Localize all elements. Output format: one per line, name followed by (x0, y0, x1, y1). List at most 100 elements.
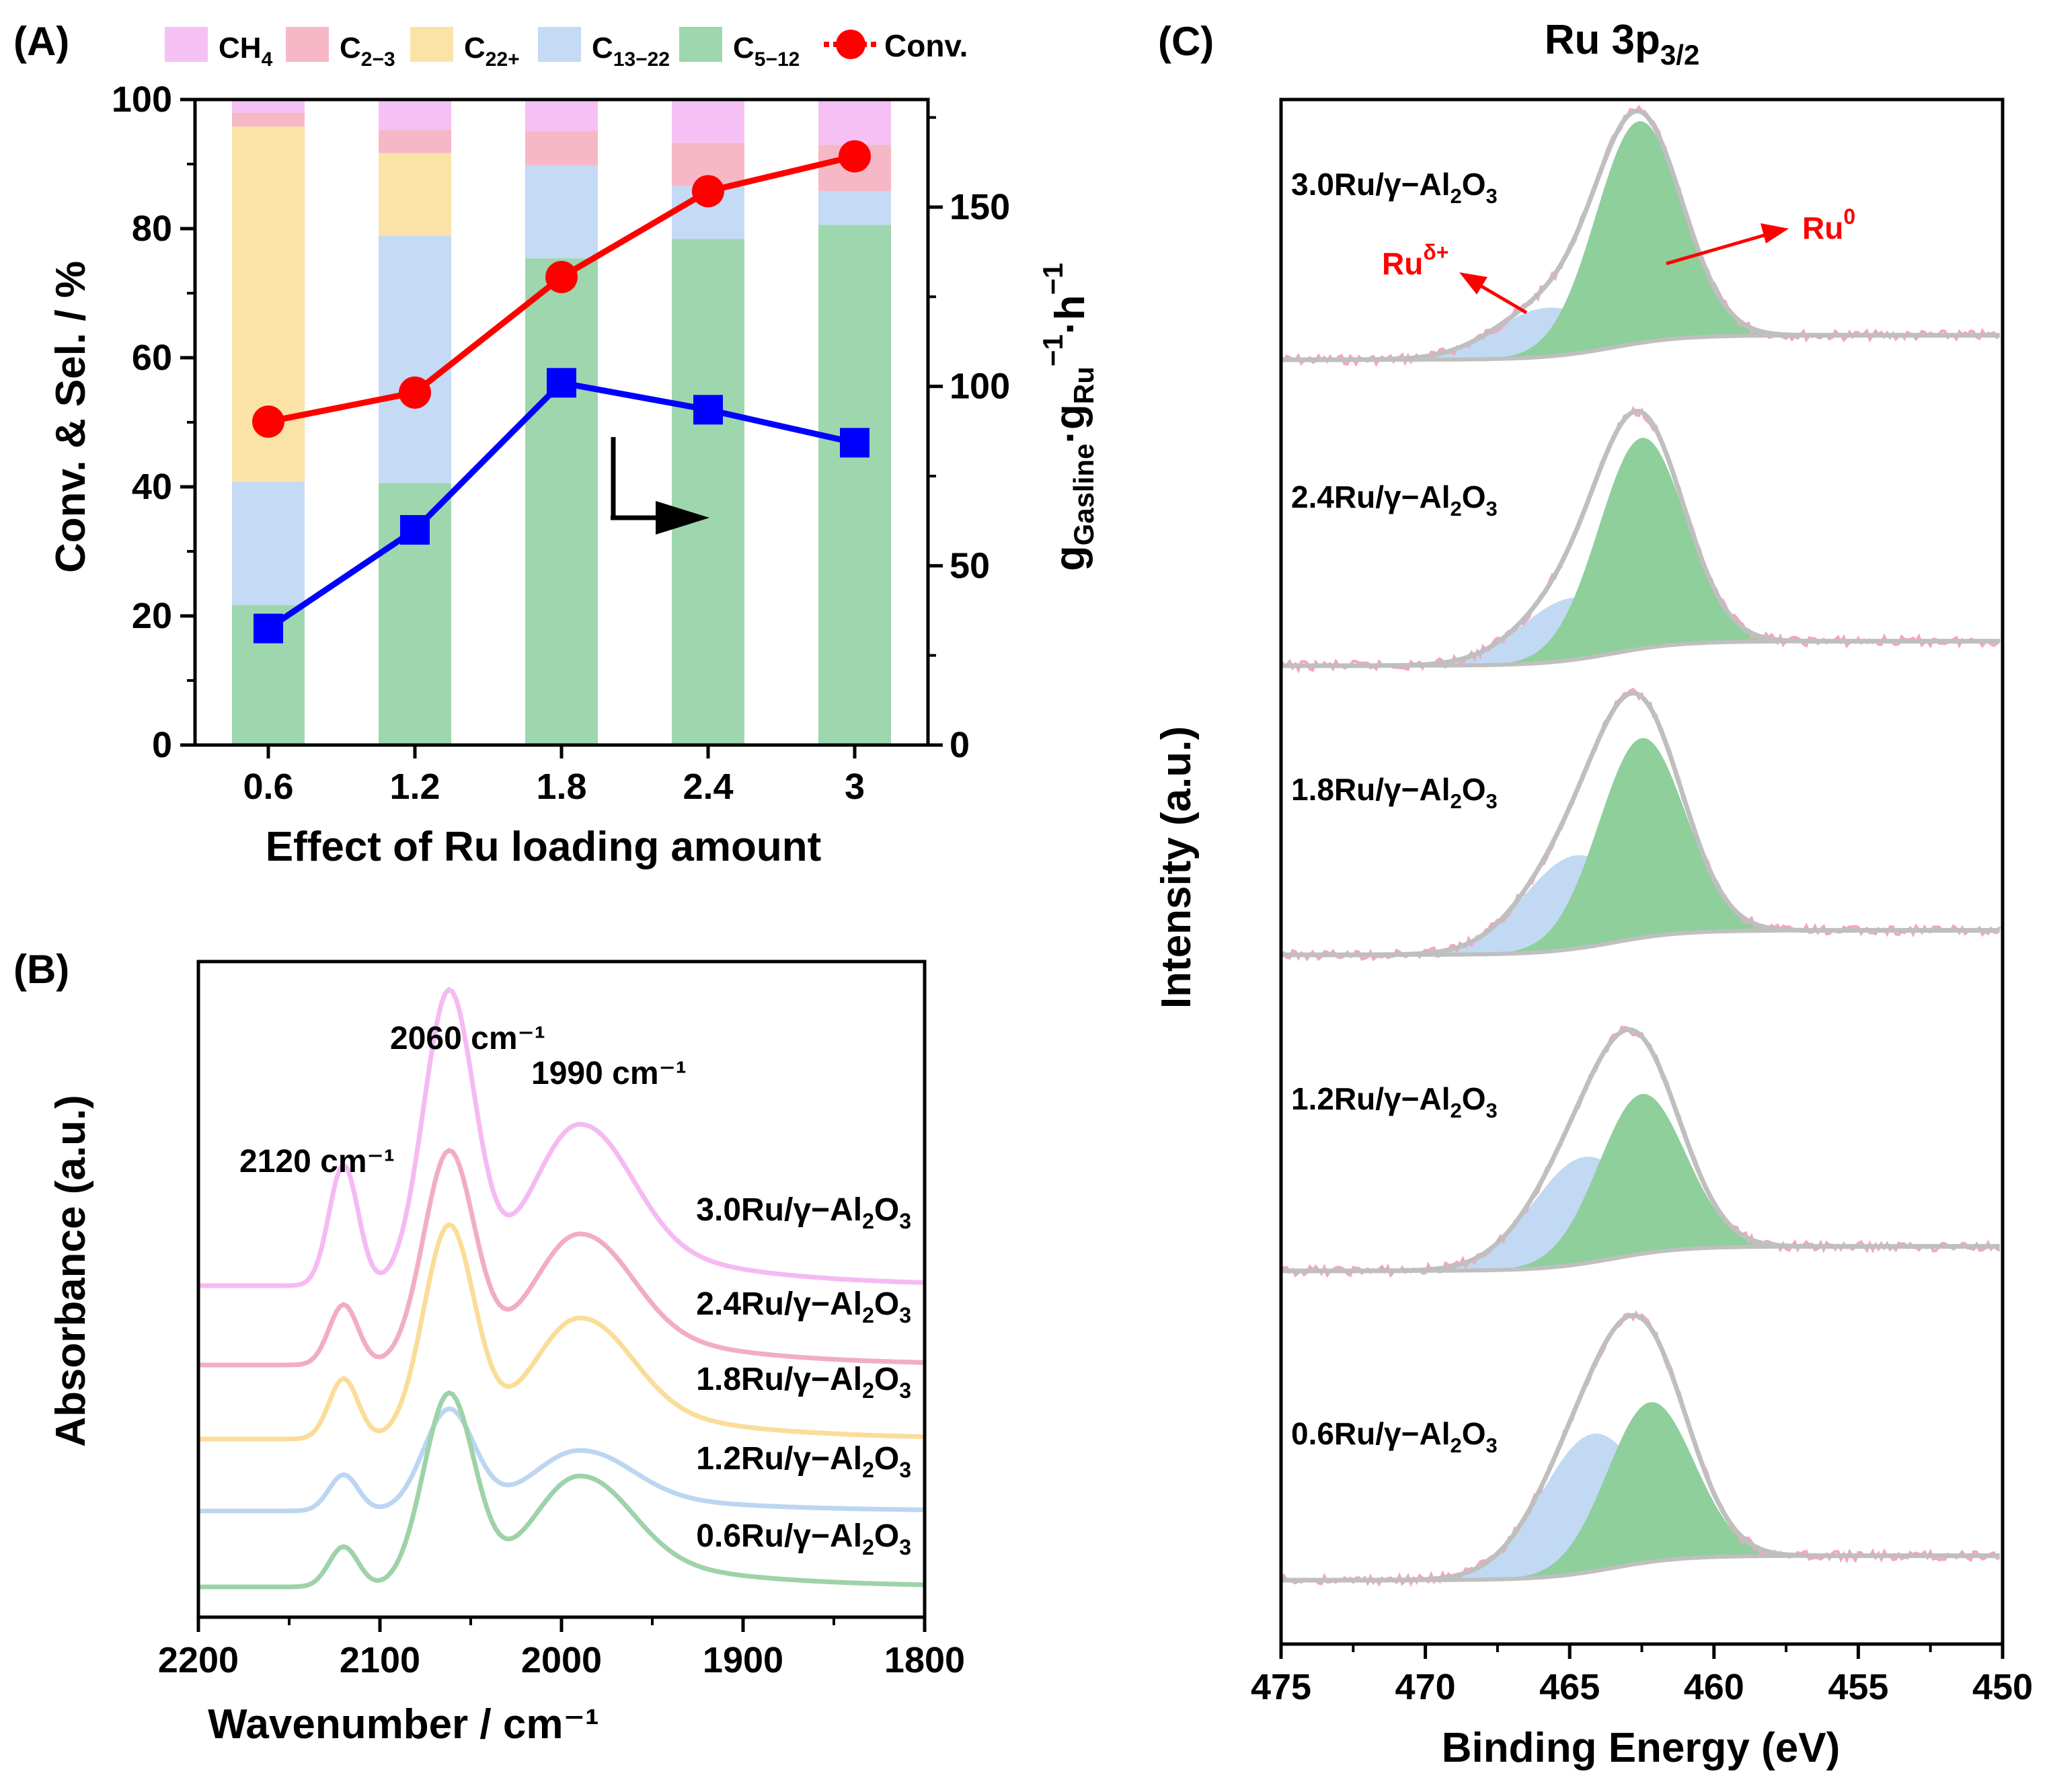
x-tick-label: 1900 (703, 1640, 783, 1680)
legend-label-C5: C5−12 (733, 32, 800, 71)
gasoline-yield-point (400, 515, 430, 545)
x-tick-label: 460 (1684, 1667, 1744, 1707)
gasoline-yield-point (693, 395, 723, 425)
xps-series-label-1: 2.4Ru/γ−Al2O3 (1291, 479, 1498, 520)
label-main: 1.2Ru/γ−Al (1291, 1081, 1451, 1116)
legend-label-sub: 5−12 (755, 48, 800, 71)
x-tick-label: 2200 (158, 1640, 239, 1680)
panel-a-lines (252, 140, 871, 644)
gasoline-yield-point (840, 428, 869, 458)
x-tick-label: 475 (1251, 1667, 1311, 1707)
x-tick-label: 0.6 (243, 767, 293, 807)
xps-background-3 (1281, 1244, 2000, 1273)
label-sub: 2 (1451, 1434, 1462, 1457)
panel-c-curves (1280, 104, 2001, 1588)
ir-series-label-2: 1.8Ru/γ−Al2O3 (696, 1362, 911, 1403)
label-mid: O (1462, 479, 1486, 514)
y2-tick-label: 150 (950, 187, 1010, 227)
peak-label-2120: 2120 cm⁻¹ (239, 1144, 395, 1179)
ru-zero-annotation: Ru0 (1666, 204, 1855, 266)
conversion-point (545, 261, 578, 293)
gasoline-yield-point (254, 613, 283, 644)
y2-tick-label: 100 (950, 366, 1010, 407)
xps-series-label-0: 3.0Ru/γ−Al2O3 (1291, 167, 1498, 208)
ru-zero-label: Ru0 (1802, 204, 1855, 245)
label-main: 1.8Ru/γ−Al (696, 1362, 862, 1397)
bar-CH4-0.6 (232, 100, 305, 113)
ru-delta-annotation: Ruδ+ (1382, 240, 1528, 315)
x-tick-label: 1.8 (536, 767, 586, 807)
ir-series-label-3: 1.2Ru/γ−Al2O3 (696, 1441, 911, 1482)
ru0-fit-3 (1281, 1093, 2000, 1271)
panel-c-axes: 475 470 465 460 455 450 (1251, 98, 2033, 1707)
xps-series-label-3: 1.2Ru/γ−Al2O3 (1291, 1081, 1498, 1122)
conversion-point (399, 376, 431, 409)
label-mid: O (874, 1192, 899, 1228)
bar-C13-0.6 (232, 481, 305, 605)
panel-a: (A) CH4 C2−3 C22+ C13−22 C5−12 Conv. 02040608… (13, 19, 1099, 870)
bar-C5-3 (818, 225, 891, 745)
panel-c-series-labels: 3.0Ru/γ−Al2O32.4Ru/γ−Al2O31.8Ru/γ−Al2O31… (1291, 167, 1498, 1457)
legend-label-sub: 2−3 (361, 48, 395, 71)
legend-label-C2: C2−3 (340, 32, 395, 71)
panel-b-curves (198, 986, 925, 1590)
xps-series-label-2: 1.8Ru/γ−Al2O3 (1291, 772, 1498, 813)
label-sub: 3 (1486, 184, 1498, 208)
xps-background-1 (1281, 639, 2000, 668)
ir-curve-4 (198, 1390, 925, 1590)
ir-curve-1 (198, 1147, 925, 1368)
label-main: 3.0Ru/γ−Al (1291, 167, 1451, 202)
conversion-point (839, 140, 871, 173)
legend-label-main: CH (219, 32, 262, 65)
xps-background-0 (1281, 333, 2000, 362)
label-sub: 2 (1451, 1099, 1462, 1122)
label-sub: 3 (899, 1458, 911, 1482)
x-tick-label: 455 (1828, 1667, 1888, 1707)
legend-label-conv: Conv. (884, 28, 968, 63)
legend-swatch-C2 (286, 27, 329, 62)
panel-c-ylabel: Intensity (a.u.) (1153, 726, 1200, 1009)
label-main: 1.2Ru/γ−Al (696, 1441, 862, 1477)
label-mid: O (1462, 772, 1486, 807)
ru0-fit-2 (1281, 738, 2000, 955)
legend-label-sub: 4 (262, 48, 273, 71)
label-main: 1.8Ru/γ−Al (1291, 772, 1451, 807)
label-sub: 3 (1486, 1099, 1498, 1122)
x-tick-label: 1800 (884, 1640, 965, 1680)
legend-swatch-C5 (679, 27, 722, 62)
label-sub: 2 (862, 1303, 874, 1327)
ru0-fit-1 (1281, 438, 2000, 666)
gasoline-yield-point (547, 368, 576, 398)
label-main: 2.4Ru/γ−Al (1291, 479, 1451, 514)
panel-c-xlabel: Binding Energy (eV) (1442, 1725, 1840, 1771)
y-tick-label: 20 (132, 596, 172, 636)
label-sub: 3 (1486, 1434, 1498, 1457)
conversion-point (692, 175, 724, 208)
y-tick-label: 0 (152, 725, 172, 765)
legend-label-main: C (733, 32, 755, 65)
label-main: 2.4Ru/γ−Al (696, 1286, 862, 1322)
label-sub: 2 (862, 1378, 874, 1403)
y2-tick-label: 0 (950, 725, 970, 765)
bar-CH4-1.2 (379, 100, 451, 130)
ir-series-label-4: 0.6Ru/γ−Al2O3 (696, 1518, 911, 1559)
legend-label-main: C (592, 32, 613, 65)
bar-C2-1.8 (525, 131, 598, 165)
legend-swatch-C22 (410, 27, 453, 62)
bar-CH4-1.8 (525, 100, 598, 132)
ru0-fit-0 (1281, 121, 2000, 360)
ir-curve-3 (198, 1406, 925, 1514)
panel-c-title: Ru 3p3/2 (1545, 17, 1700, 71)
legend-label-CH4: CH4 (219, 32, 273, 71)
bar-CH4-3 (818, 100, 891, 145)
label-mid: O (874, 1441, 899, 1477)
panel-b-axes: 2200 2100 2000 1900 1800 (158, 960, 965, 1680)
xps-series-label-4: 0.6Ru/γ−Al2O3 (1291, 1416, 1498, 1457)
label-sub: 2 (1451, 184, 1462, 208)
legend-label-sub: 22+ (486, 48, 520, 71)
legend-swatch-CH4 (165, 27, 208, 62)
bar-C13-1.8 (525, 165, 598, 259)
panel-a-legend: CH4 C2−3 C22+ C13−22 C5−12 Conv. (165, 27, 968, 71)
y2-tick-label: 50 (950, 545, 990, 586)
